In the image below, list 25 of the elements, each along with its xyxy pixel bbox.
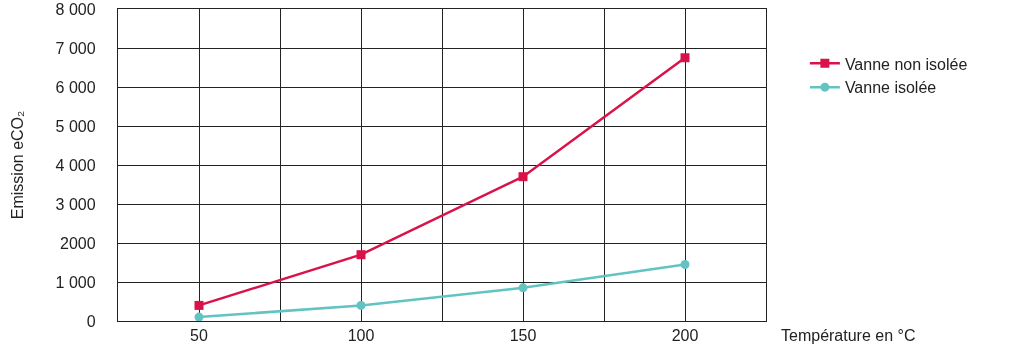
point xyxy=(680,259,690,269)
x-tick-label: 200 xyxy=(671,327,699,345)
point xyxy=(356,250,366,260)
y-tick-label: 6 000 xyxy=(55,78,96,96)
legend-label: Vanne non isolée xyxy=(844,55,968,73)
y-tick-label: 1 000 xyxy=(55,273,96,291)
point xyxy=(194,312,204,321)
point xyxy=(518,172,528,182)
point xyxy=(518,283,528,293)
y-tick-label: 2000 xyxy=(60,234,96,252)
y-tick-label: 4 000 xyxy=(55,156,96,174)
point xyxy=(356,300,366,310)
point xyxy=(680,53,690,63)
y-tick-label: 8 000 xyxy=(55,0,96,18)
y-axis-title: Emission eCO₂ xyxy=(8,110,26,220)
x-axis-title: Température en °C xyxy=(781,327,916,344)
y-tick-label: 3 000 xyxy=(55,195,96,213)
y-tick-label: 7 000 xyxy=(55,39,96,57)
legend-label: Vanne isolée xyxy=(844,79,937,97)
x-tick-label: 50 xyxy=(190,327,208,345)
y-tick-label: 0 xyxy=(86,312,96,330)
x-tick-label: 100 xyxy=(347,327,375,345)
point xyxy=(194,300,204,310)
x-tick-label: 150 xyxy=(509,327,537,345)
y-tick-label: 5 000 xyxy=(55,117,96,135)
